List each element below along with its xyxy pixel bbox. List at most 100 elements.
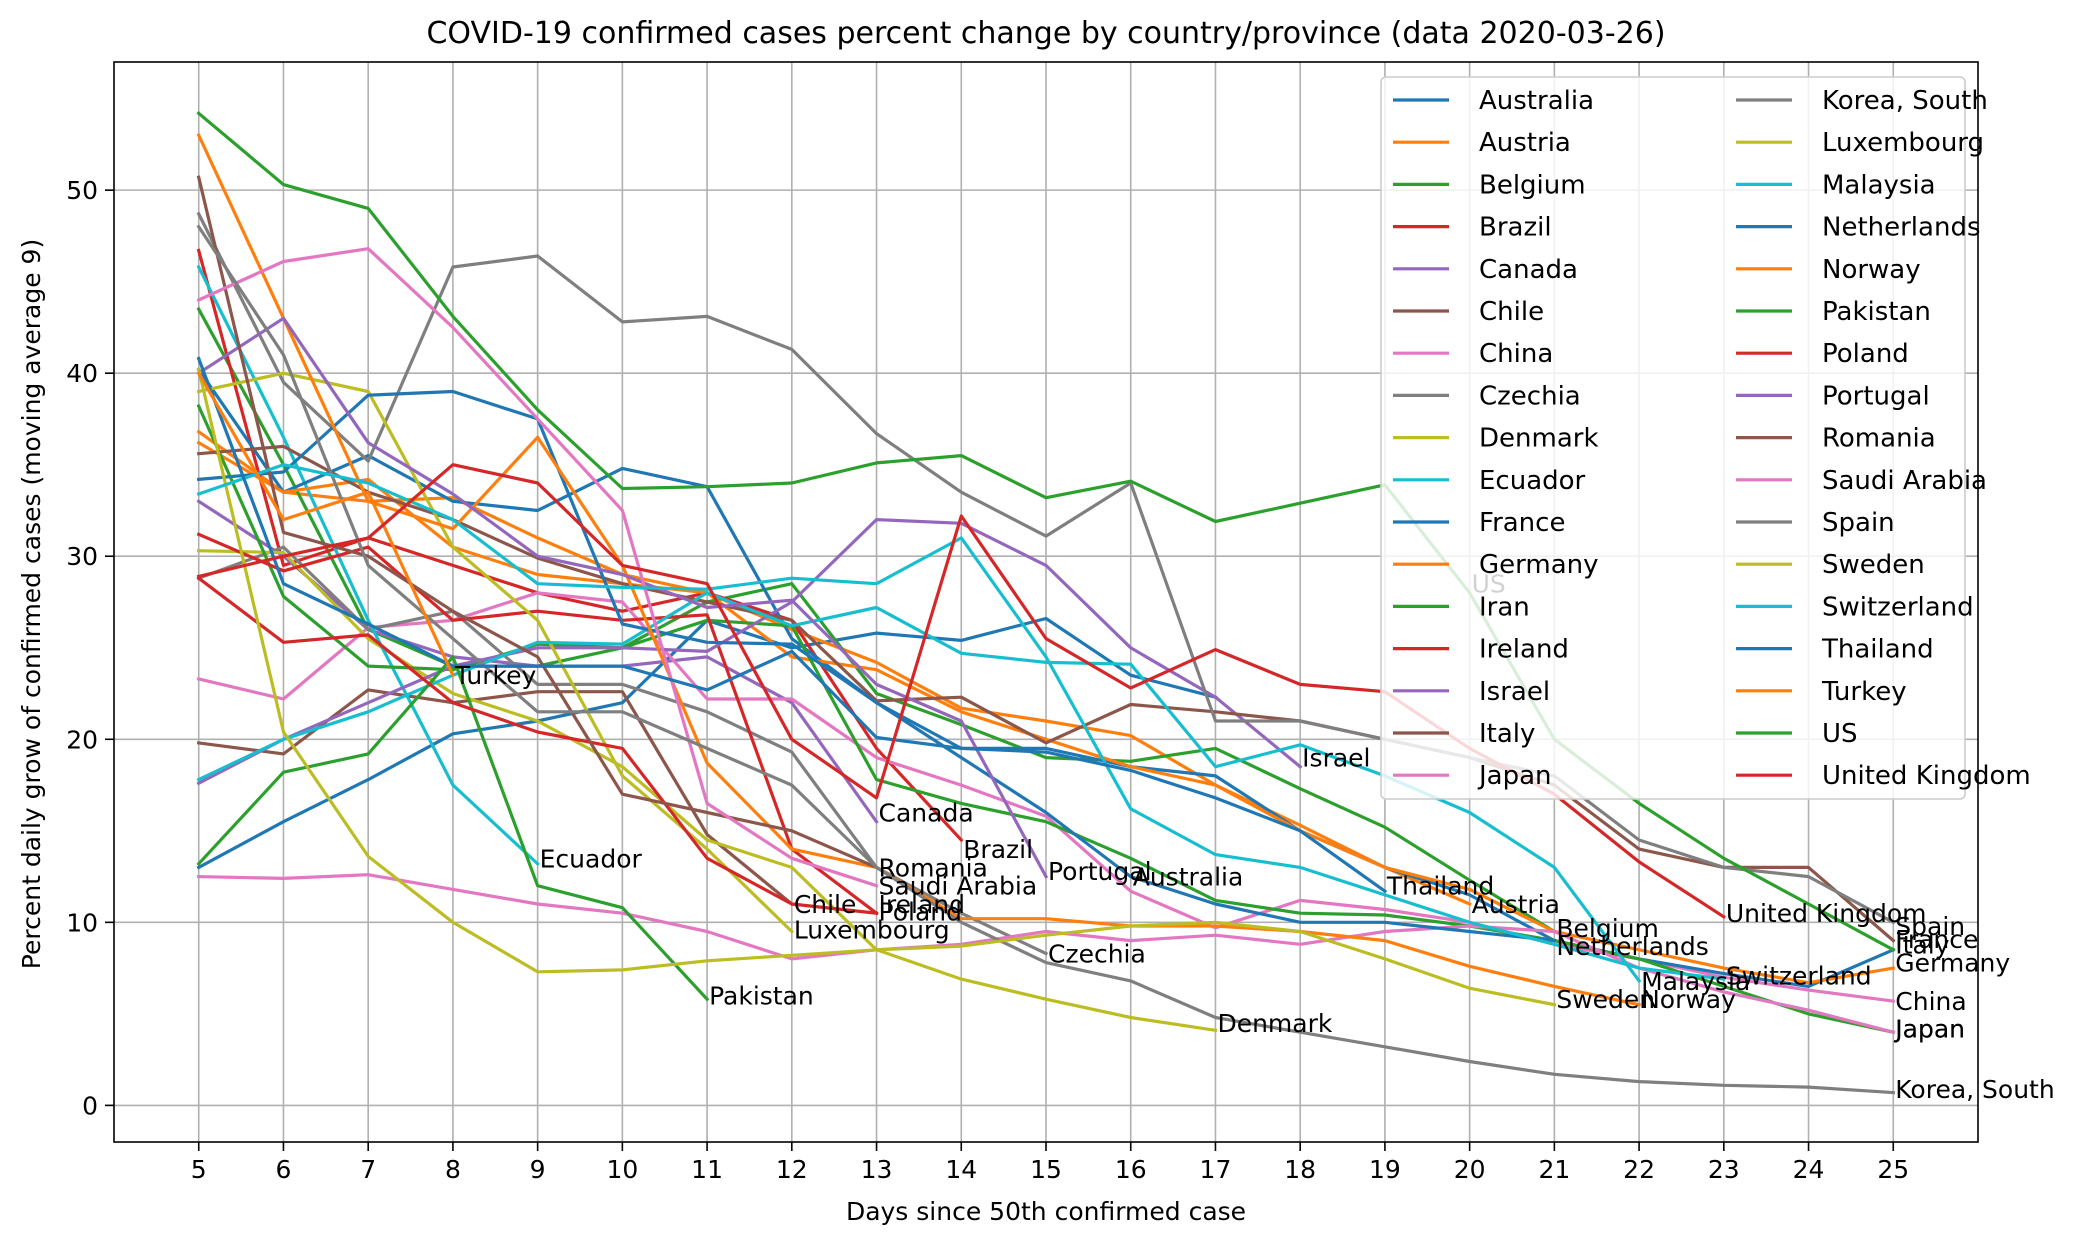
series-lines — [196, 111, 1896, 1095]
legend-item-australia[interactable]: Australia — [1393, 86, 1594, 116]
x-tick-label: 11 — [691, 1155, 723, 1184]
series-line-switzerland — [196, 463, 1726, 981]
y-tick-label: 20 — [66, 725, 98, 754]
legend-item-pakistan[interactable]: Pakistan — [1736, 297, 1931, 327]
y-tick-label: 10 — [66, 908, 98, 937]
series-line-saudi-arabia — [196, 247, 879, 888]
legend-item-united-kingdom[interactable]: United Kingdom — [1736, 761, 2031, 791]
legend-item-austria[interactable]: Austria — [1393, 128, 1571, 158]
legend-item-romania[interactable]: Romania — [1736, 424, 1936, 454]
legend-label: Malaysia — [1822, 170, 1936, 200]
series-line-ireland — [196, 532, 879, 916]
legend[interactable]: Australia Austria Belgium Brazil Canada Chile… — [1380, 76, 2031, 800]
legend-item-ecuador[interactable]: Ecuador — [1393, 466, 1586, 496]
legend-item-malaysia[interactable]: Malaysia — [1736, 170, 1936, 200]
series-line-italy — [196, 444, 1896, 943]
end-label-japan: Japan — [1893, 1015, 1965, 1044]
y-tick-label: 30 — [66, 542, 98, 571]
legend-item-germany[interactable]: Germany — [1393, 550, 1599, 580]
series-line-belgium — [196, 306, 1557, 934]
legend-item-switzerland[interactable]: Switzerland — [1736, 592, 1974, 622]
legend-item-korea-south[interactable]: Korea, South — [1736, 86, 1988, 116]
legend-item-poland[interactable]: Poland — [1736, 339, 1909, 369]
end-label-australia: Australia — [1133, 863, 1244, 892]
legend-label: Switzerland — [1822, 592, 1974, 622]
end-label-italy: Italy — [1895, 930, 1949, 959]
legend-label: Portugal — [1822, 381, 1930, 411]
legend-label: Norway — [1822, 255, 1921, 285]
series-line-korea-south — [196, 211, 1896, 925]
end-label-belgium: Belgium — [1556, 914, 1659, 943]
legend-label: Korea, South — [1822, 86, 1988, 116]
x-tick-label: 25 — [1877, 1155, 1909, 1184]
legend-item-canada[interactable]: Canada — [1393, 255, 1578, 285]
series-line-israel — [196, 517, 1303, 786]
x-tick-label: 24 — [1793, 1155, 1825, 1184]
legend-label: US — [1822, 719, 1858, 749]
legend-label: Belgium — [1479, 170, 1586, 200]
end-label-sweden: Sweden — [1556, 985, 1655, 1014]
legend-item-us[interactable]: US — [1736, 719, 1858, 749]
end-label-austria: Austria — [1472, 890, 1560, 919]
legend-item-iran[interactable]: Iran — [1393, 592, 1530, 622]
legend-item-luxembourg[interactable]: Luxembourg — [1736, 128, 1984, 158]
legend-item-spain[interactable]: Spain — [1736, 508, 1895, 538]
series-line-brazil — [196, 248, 964, 843]
series-line-luxembourg — [196, 371, 795, 934]
legend-item-italy[interactable]: Italy — [1393, 719, 1535, 749]
series-line-thailand — [196, 356, 1388, 894]
end-label-norway: Norway — [1641, 985, 1736, 1014]
legend-item-france[interactable]: France — [1393, 508, 1565, 538]
legend-label: Austria — [1479, 128, 1571, 158]
legend-label: Canada — [1479, 255, 1578, 285]
legend-item-czechia[interactable]: Czechia — [1393, 381, 1581, 411]
legend-label: Brazil — [1479, 213, 1552, 243]
x-tick-label: 12 — [776, 1155, 808, 1184]
end-label-canada: Canada — [879, 799, 974, 828]
chart-title: COVID-19 confirmed cases percent change … — [426, 16, 1665, 51]
x-tick-label: 21 — [1538, 1155, 1570, 1184]
end-label-iran: Japan — [1893, 1015, 1965, 1044]
series-line-romania — [196, 175, 879, 870]
end-label-china: China — [1895, 987, 1966, 1016]
legend-item-turkey[interactable]: Turkey — [1736, 677, 1907, 707]
legend-label: United Kingdom — [1822, 761, 2031, 791]
legend-label: Czechia — [1479, 381, 1581, 411]
legend-item-japan[interactable]: Japan — [1393, 761, 1552, 791]
legend-item-brazil[interactable]: Brazil — [1393, 213, 1552, 243]
legend-item-chile[interactable]: Chile — [1393, 297, 1544, 327]
end-label-france: France — [1895, 925, 1978, 954]
legend-item-ireland[interactable]: Ireland — [1393, 635, 1569, 665]
x-tick-label: 18 — [1284, 1155, 1316, 1184]
legend-label: Iran — [1479, 592, 1530, 622]
x-tick-label: 9 — [530, 1155, 546, 1184]
end-label-united-kingdom: United Kingdom — [1726, 899, 1927, 928]
legend-label: Israel — [1479, 677, 1550, 707]
x-tick-label: 13 — [861, 1155, 893, 1184]
legend-item-norway[interactable]: Norway — [1736, 255, 1921, 285]
legend-label: Spain — [1822, 508, 1895, 538]
end-label-thailand: Thailand — [1386, 872, 1494, 901]
legend-item-denmark[interactable]: Denmark — [1393, 424, 1599, 454]
legend-item-israel[interactable]: Israel — [1393, 677, 1550, 707]
x-tick-label: 20 — [1454, 1155, 1486, 1184]
legend-item-netherlands[interactable]: Netherlands — [1736, 213, 1981, 243]
end-label-denmark: Denmark — [1217, 1009, 1332, 1038]
legend-item-thailand[interactable]: Thailand — [1736, 635, 1934, 665]
legend-item-sweden[interactable]: Sweden — [1736, 550, 1925, 580]
legend-item-saudi-arabia[interactable]: Saudi Arabia — [1736, 466, 1987, 496]
axis-ticks: 5 6 7 8 9 10 11 12 13 14 15 16 17 18 19 20 21 22 23 24 25 0 10… — [66, 176, 1909, 1184]
series-line-japan — [197, 873, 1896, 1035]
end-label-ecuador: Ecuador — [540, 844, 643, 873]
legend-item-portugal[interactable]: Portugal — [1736, 381, 1930, 411]
legend-label: Turkey — [1821, 677, 1907, 707]
x-tick-label: 23 — [1708, 1155, 1740, 1184]
end-label-israel: Israel — [1302, 744, 1370, 773]
legend-item-china[interactable]: China — [1393, 339, 1553, 369]
end-label-netherlands: Netherlands — [1556, 932, 1708, 961]
series-line-sweden — [196, 367, 1557, 1007]
legend-item-belgium[interactable]: Belgium — [1393, 170, 1586, 200]
legend-label: Luxembourg — [1822, 128, 1984, 158]
